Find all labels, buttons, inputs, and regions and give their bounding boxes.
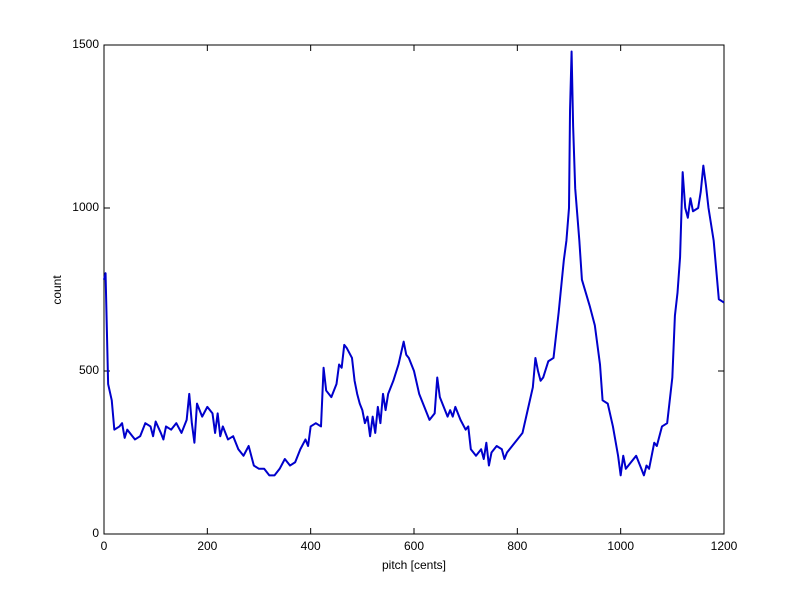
y-tick-label: 500	[79, 363, 99, 377]
x-tick-label: 1200	[711, 539, 738, 553]
y-tick-label: 1000	[72, 200, 99, 214]
x-axis-label: pitch [cents]	[382, 558, 446, 572]
y-tick-label: 0	[92, 526, 99, 540]
data-line	[103, 50, 725, 477]
y-axis-label: count	[50, 275, 64, 305]
y-tick-label: 1500	[72, 37, 99, 51]
x-tick-label: 600	[404, 539, 424, 553]
x-tick-label: 0	[101, 539, 108, 553]
x-tick-label: 200	[197, 539, 217, 553]
x-tick-label: 400	[301, 539, 321, 553]
plot-area	[103, 44, 725, 535]
x-tick-label: 800	[507, 539, 527, 553]
x-tick-label: 1000	[607, 539, 634, 553]
